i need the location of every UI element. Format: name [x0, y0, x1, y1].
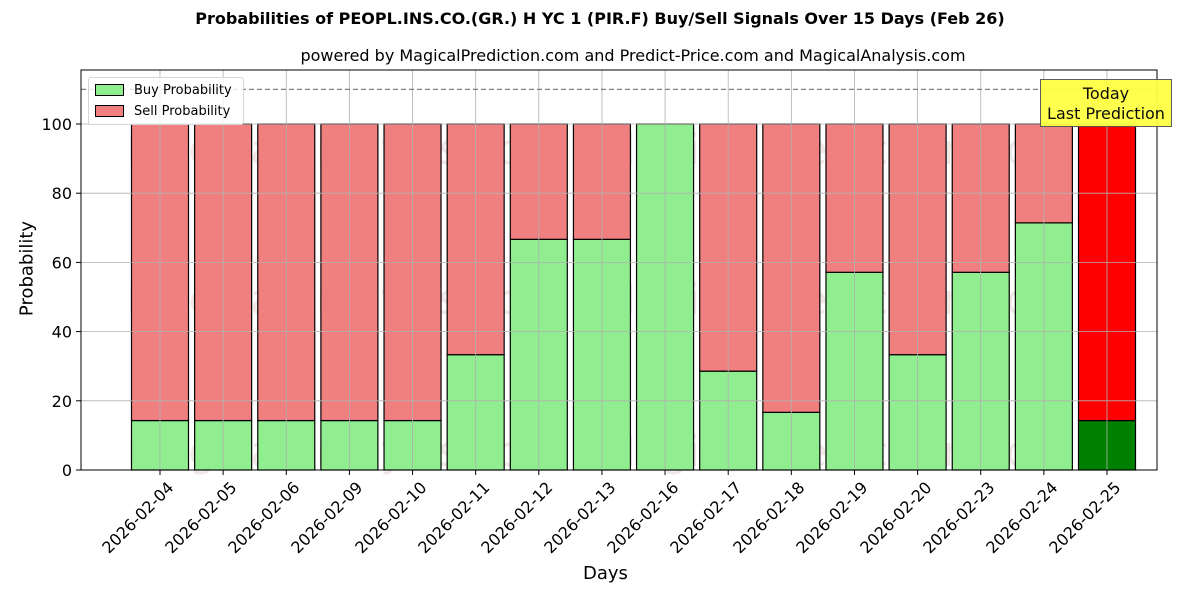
chart-subtitle: powered by MagicalPrediction.com and Pre…: [300, 46, 966, 65]
buy-swatch: [95, 84, 124, 96]
legend-label-sell: Sell Probability: [134, 103, 231, 119]
legend-label-buy: Buy Probability: [134, 82, 232, 98]
y-tick-label: 80: [52, 184, 72, 203]
axes-frame: [80, 69, 1158, 471]
last-prediction-label: Last Prediction: [1047, 104, 1165, 123]
legend: Buy Probability Sell Probability: [88, 77, 244, 125]
y-tick-label: 40: [52, 323, 72, 342]
y-axis-label: Probability: [16, 220, 38, 317]
legend-item-buy: Buy Probability: [95, 82, 232, 98]
y-tick-label: 100: [41, 115, 72, 134]
today-annotation: Today Last Prediction: [1040, 79, 1172, 127]
y-tick-label: 60: [52, 253, 72, 272]
today-label: Today: [1082, 84, 1130, 103]
chart-title: Probabilities of PEOPL.INS.CO.(GR.) H YC…: [195, 9, 1005, 28]
sell-swatch: [95, 105, 124, 117]
y-tick-label: 0: [62, 461, 72, 480]
y-tick-label: 20: [52, 392, 72, 411]
legend-item-sell: Sell Probability: [95, 103, 230, 119]
x-axis-label: Days: [583, 563, 628, 584]
